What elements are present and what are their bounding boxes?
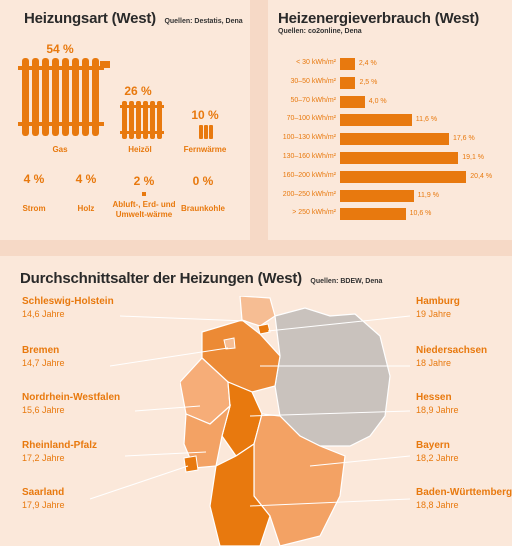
- state-age-left: 14,6 Jahre: [22, 309, 65, 319]
- state-name-right: Bayern: [416, 440, 450, 451]
- energy-bar: [340, 152, 459, 164]
- energy-bar: [340, 114, 412, 127]
- ambient-heat-percent: 2 %: [133, 174, 155, 188]
- heating-age-sources: Quellen: BDEW, Dena: [310, 278, 383, 285]
- state-age-left: 17,9 Jahre: [22, 500, 65, 510]
- bar-category-label: 50–70 kWh/m²: [290, 96, 336, 104]
- bar-category-label: 70–100 kWh/m²: [286, 115, 336, 123]
- oil-percent: 26 %: [124, 84, 152, 98]
- map-baden-wuerttemberg: [209, 442, 271, 546]
- energy-bar: [340, 76, 356, 89]
- heating-age-header: Durchschnittsalter der Heizungen (West) …: [20, 270, 382, 288]
- state-age-left: 17,2 Jahre: [22, 453, 65, 463]
- energy-use-sources: Quellen: co2online, Dena: [278, 28, 362, 35]
- bar-value-label: 4,0 %: [368, 97, 387, 105]
- district-heating-label: Fernwärme: [183, 145, 227, 154]
- state-name-right: Hamburg: [416, 296, 460, 307]
- map-hamburg: [257, 323, 271, 335]
- bar-category-label: 30–50 kWh/m²: [290, 77, 336, 85]
- ambient-heat-marker: [142, 192, 146, 196]
- bar-value-label: 2,5 %: [359, 78, 378, 86]
- wood-percent: 4 %: [75, 172, 97, 186]
- district-heating-percent: 10 %: [191, 108, 219, 122]
- bar-category-label: 130–160 kWh/m²: [282, 153, 336, 160]
- state-age-right: 18,8 Jahre: [416, 500, 459, 510]
- bar-value-label: 17,6 %: [452, 135, 475, 143]
- bar-value-label: 10,6 %: [409, 210, 432, 218]
- heating-type-title: Heizungsart (West): [24, 10, 156, 27]
- heating-age-panel: Durchschnittsalter der Heizungen (West) …: [0, 256, 512, 546]
- electricity-percent: 4 %: [23, 172, 45, 186]
- energy-bar: [340, 133, 449, 146]
- state-name-left: Rheinland-Pfalz: [22, 440, 98, 451]
- electricity-label: Strom: [22, 204, 46, 213]
- state-age-right: 18 Jahre: [416, 358, 452, 368]
- energy-bar: [340, 208, 406, 221]
- bar-value-label: 2,4 %: [358, 60, 377, 67]
- bar-value-label: 11,9 %: [417, 191, 439, 199]
- gas-label: Gas: [52, 145, 68, 154]
- map-connector-lines: [89, 315, 411, 507]
- energy-use-panel: Heizenergieverbrauch (West) Quellen: co2…: [268, 0, 512, 240]
- state-name-right: Hessen: [416, 392, 452, 403]
- map-east-region: [274, 307, 391, 447]
- lignite-percent: 0 %: [192, 174, 214, 188]
- ambient-heat-label: Abluft-, Erd- und Umwelt-wärme: [112, 200, 176, 219]
- bar-category-label: 160–200 kWh/m²: [282, 171, 336, 179]
- bar-category-label: > 250 kWh/m²: [292, 209, 336, 217]
- energy-bar: [340, 170, 467, 183]
- state-age-left: 14,7 Jahre: [22, 358, 65, 368]
- district-heating-radiator-icon: [199, 125, 213, 139]
- state-name-left: Schleswig-Holstein: [22, 296, 114, 307]
- state-age-left: 15,6 Jahre: [22, 405, 65, 415]
- state-age-right: 19 Jahre: [416, 309, 452, 319]
- gas-radiator-icon: [18, 58, 110, 136]
- heating-type-panel: Heizungsart (West) Quellen: Destatis, De…: [0, 0, 250, 240]
- bar-value-label: 20,4 %: [470, 172, 493, 180]
- state-name-left: Nordrhein-Westfalen: [22, 392, 121, 403]
- state-age-right: 18,2 Jahre: [416, 453, 459, 463]
- energy-bar: [340, 58, 355, 70]
- germany-map: [180, 296, 391, 546]
- energy-bar-chart: < 30 kWh/m² 2,4 % 30–50 kWh/m² 2,5 % 50–70 k…: [268, 0, 512, 240]
- bar-category-label: 200–250 kWh/m²: [282, 190, 336, 198]
- state-age-right: 18,9 Jahre: [416, 405, 459, 415]
- energy-bar: [340, 95, 365, 108]
- oil-radiator-icon: [120, 101, 164, 139]
- state-name-left: Bremen: [22, 345, 60, 356]
- bar-value-label: 19,1 %: [462, 154, 485, 161]
- state-name-right: Baden-Württemberg: [416, 487, 512, 498]
- heating-type-header: Heizungsart (West) Quellen: Destatis, De…: [24, 10, 243, 28]
- bar-category-label: 100–130 kWh/m²: [282, 134, 336, 142]
- lignite-label: Braunkohle: [180, 204, 225, 213]
- map-schleswig-holstein: [239, 296, 276, 327]
- bar-value-label: 11,6 %: [415, 116, 438, 124]
- bar-category-label: < 30 kWh/m²: [296, 59, 336, 66]
- gas-percent: 54 %: [46, 42, 74, 56]
- state-name-right: Niedersachsen: [416, 345, 488, 356]
- map-bremen: [223, 337, 236, 350]
- oil-label: Heizöl: [128, 145, 152, 154]
- heating-type-sources: Quellen: Destatis, Dena: [164, 18, 243, 25]
- heating-age-title: Durchschnittsalter der Heizungen (West): [20, 270, 302, 287]
- energy-bar: [340, 189, 414, 202]
- wood-label: Holz: [77, 204, 95, 213]
- energy-use-title: Heizenergieverbrauch (West): [278, 10, 480, 27]
- state-name-left: Saarland: [22, 487, 65, 498]
